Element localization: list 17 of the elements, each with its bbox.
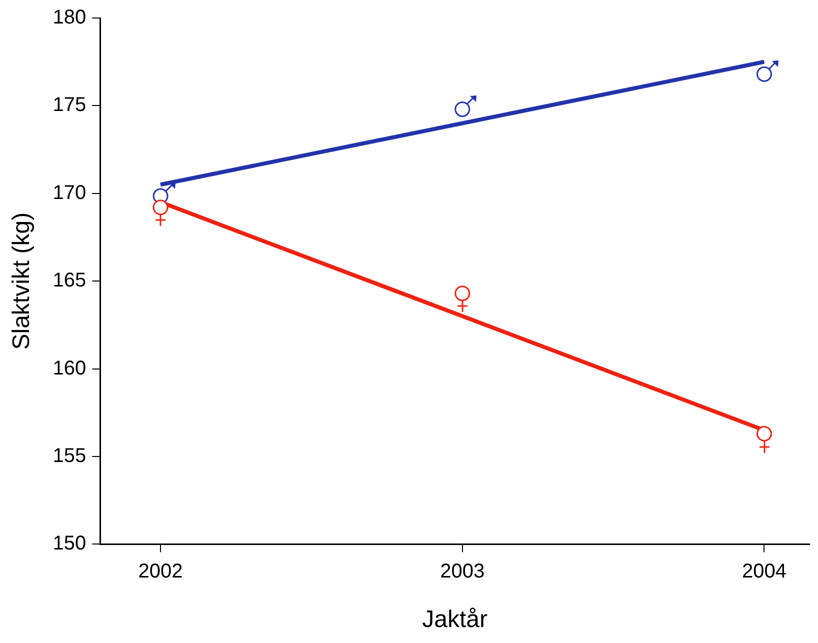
- y-tick-label: 155: [52, 445, 86, 468]
- y-tick-label: 180: [52, 6, 86, 29]
- x-axis-title: Jaktår: [422, 606, 488, 634]
- point: [152, 200, 168, 216]
- y-tick-label: 150: [52, 532, 86, 555]
- y-tick-label: 160: [52, 357, 86, 380]
- y-axis-title: Slaktvikt (kg): [8, 212, 36, 350]
- x-tick-label: 2003: [440, 560, 485, 583]
- point: [756, 426, 772, 442]
- x-tick-label: 2002: [138, 560, 183, 583]
- point: [756, 66, 772, 82]
- point: [454, 286, 470, 302]
- y-tick-label: 165: [52, 270, 86, 292]
- y-tick-label: 170: [52, 182, 86, 204]
- point: [454, 101, 470, 117]
- y-tick-label: 175: [52, 94, 86, 116]
- x-tick-label: 2004: [742, 560, 786, 583]
